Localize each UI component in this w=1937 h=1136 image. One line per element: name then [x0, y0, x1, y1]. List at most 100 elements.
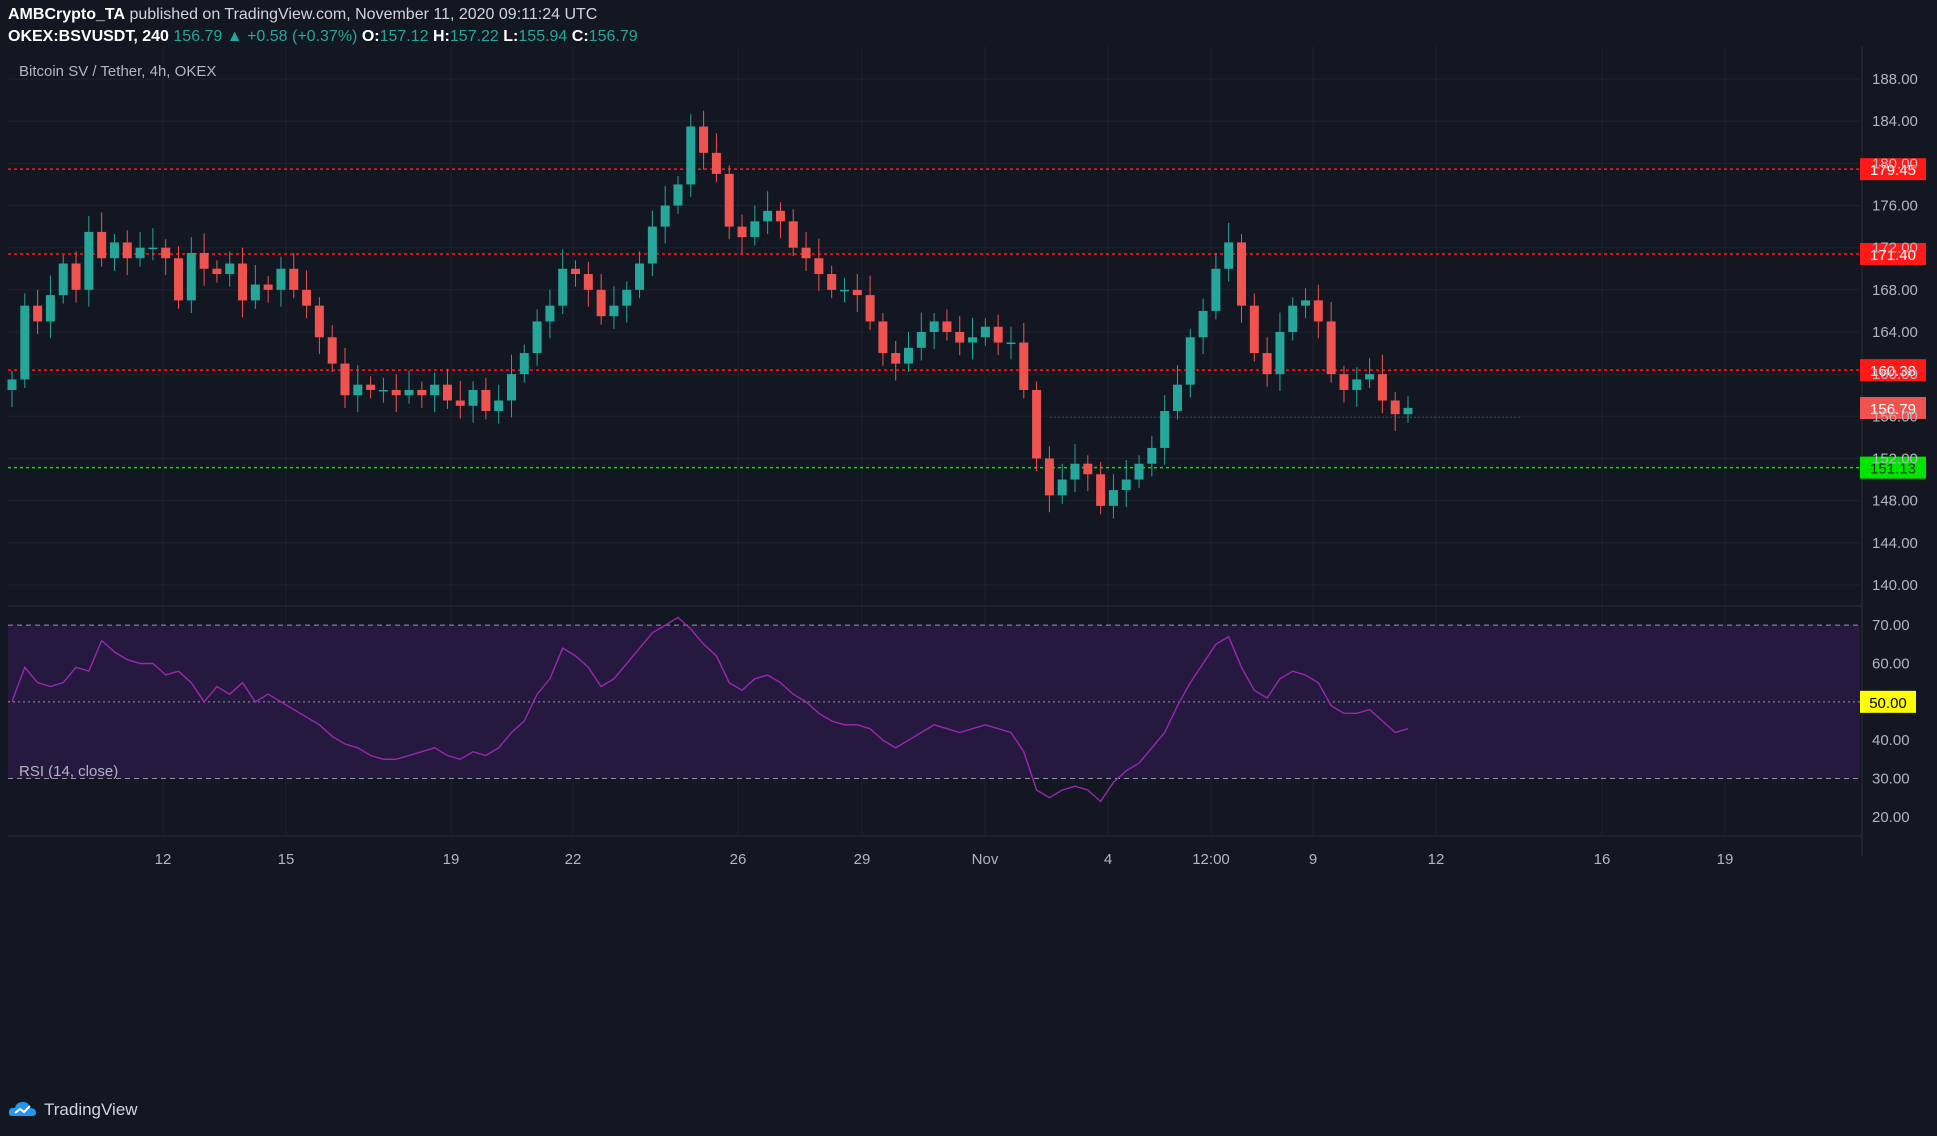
candle-body: [775, 210, 785, 222]
x-tick-label: 22: [565, 851, 582, 868]
candle-body: [699, 126, 709, 153]
candle-body: [506, 374, 516, 401]
rsi-y-tick-label: 30.00: [1872, 771, 1910, 788]
y-tick-label: 144.00: [1872, 535, 1918, 552]
price-level-label: 151.13: [1870, 461, 1916, 478]
candle-body: [1172, 384, 1182, 412]
close-label: C:: [571, 28, 589, 45]
candle-body: [929, 321, 939, 332]
main-chart-title: Bitcoin SV / Tether, 4h, OKEX: [19, 63, 216, 80]
change-value: +0.58 (+0.37%): [247, 28, 358, 45]
rsi-y-tick-label: 40.00: [1872, 732, 1910, 749]
y-tick-label: 172.00: [1872, 240, 1918, 257]
price-levels: 179.45 171.40 160.38 151.13 156.79 50.00: [8, 158, 1926, 713]
candle-body: [1006, 342, 1016, 345]
candle-body: [1390, 400, 1400, 415]
candle-body: [814, 258, 824, 275]
candle-body: [1185, 337, 1195, 385]
candle-body: [1365, 374, 1375, 380]
candle-body: [801, 247, 811, 259]
candle-body: [58, 263, 68, 296]
candle-body: [583, 274, 593, 290]
candle-body: [340, 363, 350, 396]
change-arrow-icon: ▲: [226, 28, 243, 45]
rsi-band: [8, 624, 1860, 779]
candle-body: [97, 231, 107, 259]
candle-body: [1083, 463, 1093, 475]
candle-body: [571, 268, 581, 275]
axes: 140.00 144.00 148.00 152.00 156.00 160.00 164.…: [155, 71, 1918, 868]
candle-body: [404, 389, 414, 396]
symbol-name[interactable]: OKEX:BSVUSDT, 240: [8, 28, 169, 45]
candle-body: [468, 389, 478, 406]
tradingview-logo[interactable]: TradingView: [8, 1100, 138, 1120]
x-tick-label: 15: [278, 851, 295, 868]
y-tick-label: 156.00: [1872, 408, 1918, 425]
y-tick-label: 148.00: [1872, 493, 1918, 510]
candle-body: [1237, 242, 1247, 306]
x-tick-label: 19: [443, 851, 460, 868]
tradingview-cloud-icon: [8, 1102, 37, 1116]
low-value: 155.94: [518, 28, 568, 45]
low-label: L:: [503, 28, 519, 45]
candle-body: [173, 258, 183, 301]
candle-body: [314, 305, 324, 338]
price-level-label: 171.40: [1870, 247, 1916, 264]
candle-body: [442, 384, 452, 401]
footer-brand: TradingView: [44, 1100, 138, 1119]
candle-body: [289, 268, 299, 290]
candle-body: [891, 353, 901, 364]
candle-body: [1313, 300, 1323, 322]
rsi-y-tick-label: 70.00: [1872, 617, 1910, 634]
candle-body: [455, 400, 465, 406]
open-label: O:: [361, 28, 380, 45]
price-chart[interactable]: 179.45 171.40 160.38 151.13 156.79 50.00 140.…: [0, 46, 1937, 1136]
candle-body: [686, 126, 696, 185]
candles[interactable]: [7, 110, 1413, 519]
price-level-label: 160.38: [1870, 363, 1916, 380]
rsi-y-tick-label: 20.00: [1872, 809, 1910, 826]
candle-body: [71, 263, 81, 290]
candle-body: [135, 247, 145, 259]
high-label: H:: [433, 28, 450, 45]
price-level-tag: [1860, 243, 1926, 266]
candle-body: [417, 389, 427, 396]
price-level-tag: [1860, 158, 1926, 181]
candle-body: [852, 289, 862, 296]
candle-body: [366, 384, 376, 390]
candle-body: [212, 268, 222, 275]
candle-body: [122, 242, 132, 259]
candle-body: [1032, 389, 1042, 459]
candle-body: [519, 353, 529, 375]
candle-body: [1377, 374, 1387, 401]
y-tick-label: 184.00: [1872, 113, 1918, 130]
candle-body: [839, 289, 849, 292]
candle-body: [481, 389, 491, 412]
close-value: 156.79: [588, 28, 638, 45]
candle-body: [1301, 300, 1311, 306]
candle-body: [724, 173, 734, 227]
x-tick-label: 4: [1104, 851, 1112, 868]
candle-body: [378, 389, 388, 392]
candle-body: [238, 263, 248, 301]
candle-body: [161, 247, 171, 259]
rsi-title: RSI (14, close): [19, 763, 118, 780]
candle-body: [20, 305, 30, 380]
candle-body: [1403, 407, 1413, 415]
candle-body: [558, 268, 568, 306]
candle-body: [532, 321, 542, 354]
candle-body: [494, 400, 504, 412]
candle-body: [942, 321, 952, 332]
candle-body: [1121, 479, 1131, 491]
candle-body: [391, 389, 401, 396]
candle-body: [225, 263, 235, 275]
candle-body: [1096, 474, 1106, 506]
publish-line: AMBCrypto_TA published on TradingView.co…: [8, 6, 597, 24]
candle-body: [827, 274, 837, 290]
publisher-name[interactable]: AMBCrypto_TA: [8, 6, 126, 23]
candle-body: [916, 332, 926, 348]
candle-body: [430, 384, 440, 396]
price-level-tag: [1860, 456, 1926, 479]
y-tick-label: 164.00: [1872, 324, 1918, 341]
candle-body: [148, 247, 158, 250]
